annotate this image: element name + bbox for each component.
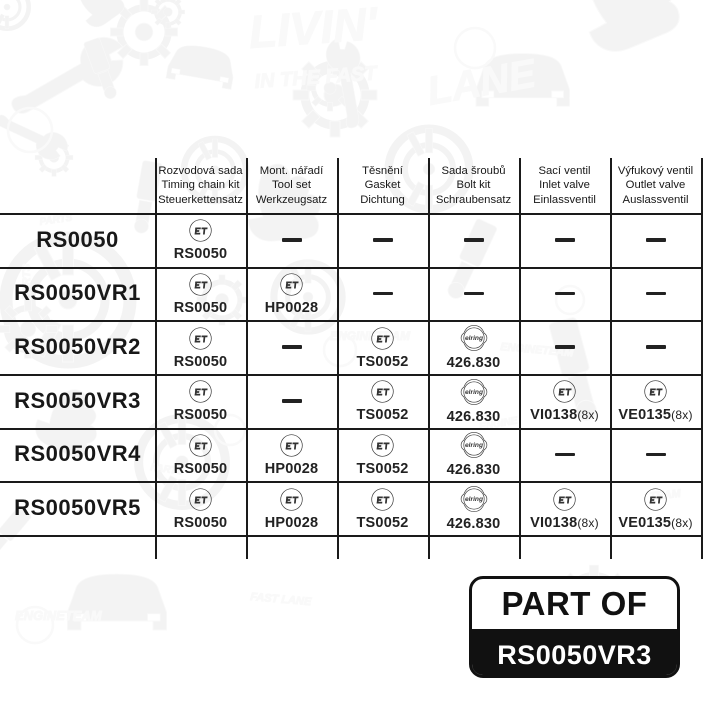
svg-text:elring: elring bbox=[465, 496, 483, 503]
svg-text:elring: elring bbox=[465, 443, 483, 450]
svg-text:elring: elring bbox=[465, 335, 483, 342]
svg-text:elring: elring bbox=[465, 389, 483, 396]
